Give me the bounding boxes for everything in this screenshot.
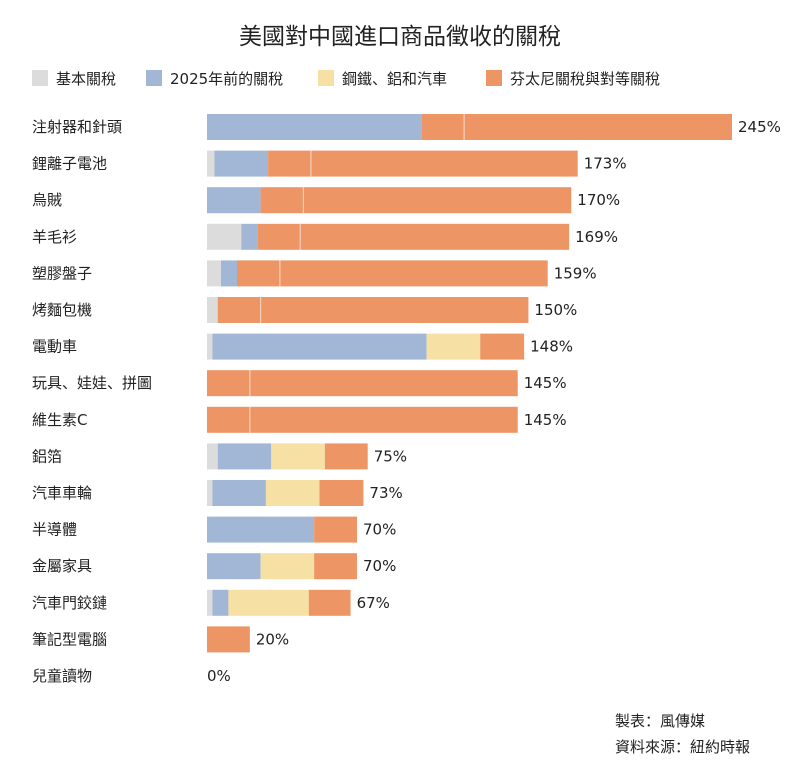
bar-segment-1: [207, 150, 215, 177]
bar-segment-2: [207, 516, 315, 543]
total-label: 0%: [207, 667, 231, 685]
total-label: 173%: [584, 155, 627, 173]
legend-swatch-4: [486, 70, 502, 86]
bar-segment-3: [426, 333, 481, 360]
bar-segment-3: [271, 443, 325, 470]
bar-segment-4: [421, 114, 732, 140]
bar-segment-1: [207, 443, 218, 470]
bar-segment-3: [228, 589, 309, 616]
bar-segment-4: [308, 589, 351, 616]
category-label: 注射器和針頭: [32, 118, 122, 136]
category-label: 烤麵包機: [32, 301, 92, 319]
bar-segment-1: [207, 589, 213, 616]
category-label: 烏賊: [32, 191, 62, 209]
category-label: 金屬家具: [32, 557, 92, 575]
bar-segment-1: [207, 297, 218, 323]
bar-segment-4: [260, 187, 572, 214]
total-label: 145%: [524, 411, 567, 429]
total-label: 20%: [256, 630, 289, 648]
total-label: 75%: [374, 447, 407, 465]
bar-segment-4: [324, 443, 368, 470]
total-label: 145%: [524, 374, 567, 392]
bar-area: [207, 114, 732, 653]
chart-legend: 基本關稅 2025年前的關稅 鋼鐵、鋁和汽車 芬太尼關稅與對等關稅: [32, 70, 660, 88]
bar-segment-2: [212, 480, 266, 506]
total-label: 70%: [363, 557, 396, 575]
bar-segment-3: [260, 553, 315, 580]
bar-segment-4: [217, 297, 529, 323]
bar-segment-1: [207, 223, 242, 250]
bar-segment-2: [212, 589, 229, 616]
category-label: 兒童讀物: [32, 667, 92, 685]
legend-label-4: 芬太尼關稅與對等關稅: [510, 70, 660, 88]
category-label: 筆記型電腦: [32, 630, 107, 648]
bar-segment-4: [207, 370, 518, 397]
legend-label-2: 2025年前的關稅: [170, 70, 283, 88]
total-labels: 245% 173% 170% 169% 159% 150% 148% 145% 145% 75% 7…: [207, 118, 781, 685]
bar-segment-4: [207, 626, 250, 653]
category-label: 汽車車輪: [32, 484, 92, 502]
bar-segment-4: [268, 150, 578, 177]
bar-segment-3: [265, 480, 320, 506]
bar-segment-1: [207, 480, 213, 506]
category-label: 維生素C: [32, 411, 87, 429]
total-label: 150%: [534, 301, 577, 319]
bar-segment-2: [241, 223, 258, 250]
bar-segment-4: [314, 553, 357, 580]
bar-segment-2: [212, 333, 427, 360]
total-label: 70%: [363, 521, 396, 539]
legend-swatch-3: [318, 70, 334, 86]
category-label: 羊毛衫: [32, 228, 77, 246]
category-label: 半導體: [32, 521, 77, 539]
category-label: 鋁箔: [32, 447, 62, 465]
category-label: 塑膠盤子: [32, 264, 92, 282]
legend-swatch-1: [32, 70, 48, 86]
total-label: 148%: [530, 338, 573, 356]
bar-segment-4: [319, 480, 364, 506]
total-label: 159%: [554, 264, 597, 282]
legend-label-3: 鋼鐵、鋁和汽車: [342, 70, 447, 88]
bar-segment-4: [257, 223, 570, 250]
credit-source: 資料來源：紐約時報: [615, 738, 750, 756]
category-label: 電動車: [32, 338, 77, 356]
bar-segment-1: [207, 260, 221, 287]
chart-title: 美國對中國進口商品徵收的關稅: [239, 24, 561, 50]
bar-segment-2: [207, 114, 422, 140]
bar-segment-4: [480, 333, 525, 360]
category-label: 玩具、娃娃、拼圖: [32, 374, 152, 392]
total-label: 73%: [369, 484, 402, 502]
bar-segment-4: [207, 406, 518, 433]
total-label: 169%: [575, 228, 618, 246]
total-label: 245%: [738, 118, 781, 136]
bar-segment-2: [207, 553, 261, 580]
bar-segment-4: [237, 260, 548, 287]
bar-segment-2: [207, 187, 261, 214]
total-label: 67%: [357, 594, 390, 612]
category-label: 鋰離子電池: [32, 155, 107, 173]
legend-label-1: 基本關稅: [56, 70, 116, 88]
bar-segment-4: [314, 516, 357, 543]
category-label: 汽車門鉸鏈: [32, 594, 107, 612]
bar-segment-2: [214, 150, 269, 177]
legend-swatch-2: [146, 70, 162, 86]
total-label: 170%: [577, 191, 620, 209]
bar-segment-1: [207, 333, 213, 360]
bar-segment-2: [217, 443, 272, 470]
bar-segment-2: [220, 260, 237, 287]
credit-maker: 製表：風傳媒: [615, 712, 705, 730]
